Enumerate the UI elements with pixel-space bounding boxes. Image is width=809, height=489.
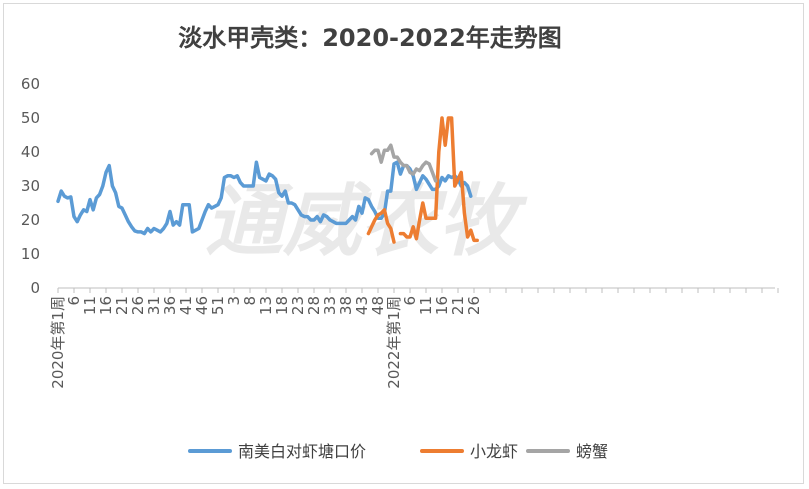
legend-label: 螃蟹 bbox=[576, 442, 608, 461]
x-tick-label: 2022年第1周 bbox=[385, 296, 403, 389]
x-tick-label: 21 bbox=[113, 296, 131, 315]
y-tick-label: 20 bbox=[21, 211, 40, 229]
x-tick-label: 26 bbox=[465, 296, 483, 315]
legend-label: 小龙虾 bbox=[470, 442, 518, 461]
x-tick-label: 36 bbox=[161, 296, 179, 315]
x-tick-label: 2020年第1周 bbox=[49, 296, 67, 389]
y-tick-label: 30 bbox=[21, 177, 40, 195]
x-tick-label: 6 bbox=[401, 296, 419, 306]
y-axis: 0 10 20 30 40 50 60 bbox=[21, 75, 40, 297]
x-tick-label: 33 bbox=[321, 296, 339, 315]
x-tick-label: 21 bbox=[449, 296, 467, 315]
x-tick-label: 43 bbox=[353, 296, 371, 315]
y-tick-label: 50 bbox=[21, 109, 40, 127]
series-layer bbox=[56, 116, 479, 244]
x-tick-label: 26 bbox=[129, 296, 147, 315]
x-tick-label: 51 bbox=[209, 296, 227, 315]
series-line-3-segment-1 bbox=[369, 143, 438, 183]
x-tick-label: 8 bbox=[241, 296, 259, 306]
chart-title: 淡水甲壳类：2020-2022年走势图 bbox=[178, 24, 562, 52]
x-tick-label: 18 bbox=[273, 296, 291, 315]
x-tick-label: 11 bbox=[417, 296, 435, 315]
series-line-1-segment-1 bbox=[56, 160, 473, 236]
y-tick-label: 0 bbox=[30, 279, 40, 297]
x-tick-label: 38 bbox=[337, 296, 355, 315]
x-tick-label: 46 bbox=[193, 296, 211, 315]
x-tick-label: 41 bbox=[177, 296, 195, 315]
legend: 南美白对虾塘口价 小龙虾 螃蟹 bbox=[188, 442, 608, 461]
x-tick-label: 16 bbox=[433, 296, 451, 315]
x-axis: 2020年第1周61116212631364146513813182328333… bbox=[49, 287, 779, 389]
x-tick-label: 6 bbox=[65, 296, 83, 306]
y-tick-label: 40 bbox=[21, 143, 40, 161]
legend-label: 南美白对虾塘口价 bbox=[238, 442, 366, 461]
series-line-2-segment-2 bbox=[398, 116, 479, 243]
x-tick-label: 13 bbox=[257, 296, 275, 315]
series-line-2-segment-1 bbox=[366, 208, 396, 244]
x-tick-label: 28 bbox=[305, 296, 323, 315]
x-tick-label: 48 bbox=[369, 296, 387, 315]
x-tick-label: 23 bbox=[289, 296, 307, 315]
x-tick-label: 3 bbox=[225, 296, 243, 306]
y-tick-label: 60 bbox=[21, 75, 40, 93]
y-tick-label: 10 bbox=[21, 245, 40, 263]
x-tick-label: 16 bbox=[97, 296, 115, 315]
watermark-text: 通威农牧 bbox=[205, 177, 528, 267]
chart-frame bbox=[3, 3, 804, 484]
x-tick-label: 31 bbox=[145, 296, 163, 315]
x-tick-label: 11 bbox=[81, 296, 99, 315]
